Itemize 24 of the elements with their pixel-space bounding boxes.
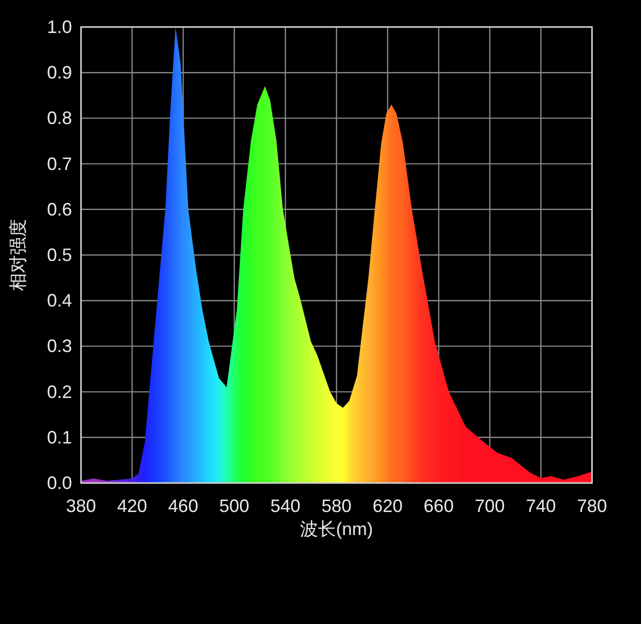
y-tick-label: 0.9 xyxy=(46,62,72,83)
x-tick-label: 540 xyxy=(270,496,300,516)
y-tick-label: 0.0 xyxy=(46,473,72,493)
x-tick-label: 740 xyxy=(526,496,556,516)
x-tick-label: 500 xyxy=(219,496,250,516)
x-tick-label: 780 xyxy=(576,496,608,516)
y-tick-label: 0.7 xyxy=(46,154,72,174)
x-tick-label: 580 xyxy=(321,496,352,516)
y-tick-label: 0.2 xyxy=(46,382,72,402)
y-tick-label: 1.0 xyxy=(46,17,72,37)
y-tick-label: 0.6 xyxy=(46,199,72,220)
x-tick-label: 620 xyxy=(372,496,403,516)
y-tick-label: 0.3 xyxy=(46,336,72,356)
x-axis-title: 波长(nm) xyxy=(300,519,373,539)
x-tick-label: 420 xyxy=(117,496,148,516)
x-tick-label: 460 xyxy=(168,496,198,516)
y-axis-title: 相对强度 xyxy=(8,219,28,291)
y-tick-label: 0.8 xyxy=(46,108,72,128)
y-tick-label: 0.1 xyxy=(46,427,72,448)
x-tick-label: 380 xyxy=(66,496,96,516)
x-tick-label: 660 xyxy=(424,496,454,516)
y-tick-label: 0.5 xyxy=(46,245,72,265)
x-tick-label: 700 xyxy=(474,496,505,516)
y-tick-label: 0.4 xyxy=(46,290,72,311)
